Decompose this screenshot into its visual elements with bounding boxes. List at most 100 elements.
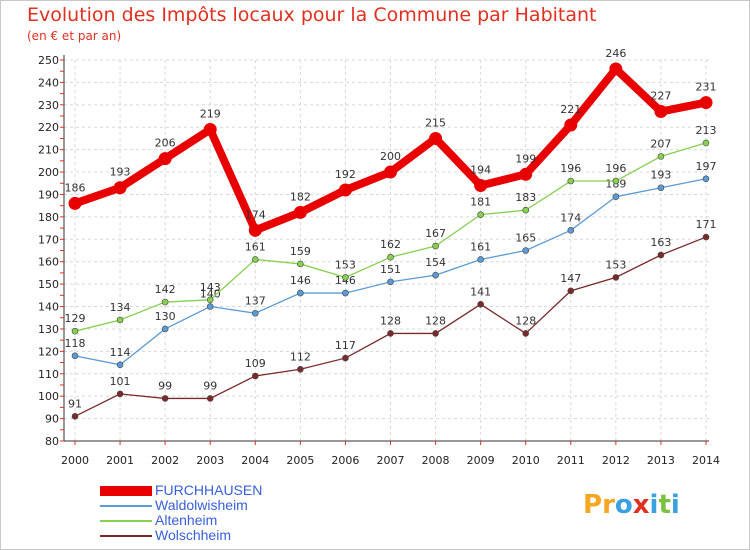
x-tick-label: 2000 — [61, 454, 89, 467]
data-point-wolschheim — [161, 395, 169, 402]
data-label-waldolwisheim: 151 — [380, 263, 401, 276]
data-point-wolschheim — [432, 330, 439, 337]
data-point-wolschheim — [251, 372, 259, 380]
y-tick-label: 140 — [38, 301, 59, 314]
data-point-wolschheim — [116, 390, 124, 398]
data-label-furchhausen: 231 — [696, 81, 717, 94]
data-label-furchhausen: 227 — [650, 90, 671, 103]
data-point-furchhausen — [203, 122, 217, 136]
logo-letter: i — [670, 490, 680, 520]
data-label-furchhausen: 221 — [560, 103, 581, 116]
data-label-waldolwisheim: 118 — [65, 337, 86, 350]
data-point-wolschheim — [342, 354, 349, 362]
data-label-furchhausen: 219 — [200, 107, 221, 120]
data-point-altenheim — [297, 260, 304, 268]
data-point-wolschheim — [477, 300, 484, 308]
x-tick-label: 2010 — [512, 454, 540, 467]
data-label-altenheim: 196 — [605, 162, 626, 175]
data-label-waldolwisheim: 197 — [696, 160, 717, 173]
legend-swatch-altenheim — [100, 520, 152, 522]
data-label-furchhausen: 215 — [425, 116, 446, 129]
data-label-altenheim: 213 — [696, 124, 717, 137]
y-tick-label: 200 — [38, 166, 59, 179]
y-tick-label: 150 — [38, 278, 59, 291]
logo-letter: t — [658, 490, 671, 520]
logo-letter: o — [614, 490, 633, 520]
data-label-wolschheim: 128 — [425, 314, 446, 327]
data-label-altenheim: 161 — [245, 240, 266, 253]
data-label-altenheim: 134 — [110, 301, 131, 314]
x-tick-label: 2008 — [422, 454, 450, 467]
data-point-altenheim — [251, 256, 259, 263]
data-label-waldolwisheim: 146 — [290, 274, 311, 287]
data-point-altenheim — [477, 211, 484, 218]
data-label-waldolwisheim: 161 — [470, 240, 491, 253]
data-point-wolschheim — [522, 330, 530, 337]
data-label-altenheim: 162 — [380, 238, 401, 251]
data-label-waldolwisheim: 137 — [245, 294, 266, 307]
data-point-altenheim — [657, 153, 665, 160]
data-point-furchhausen — [68, 196, 82, 210]
data-point-waldolwisheim — [161, 325, 169, 333]
y-tick-label: 210 — [38, 144, 59, 157]
data-label-wolschheim: 101 — [110, 375, 131, 388]
data-label-furchhausen: 194 — [470, 164, 491, 177]
y-tick-label: 190 — [38, 188, 59, 201]
data-point-altenheim — [432, 242, 439, 250]
data-label-wolschheim: 99 — [203, 379, 217, 392]
x-tick-label: 2009 — [467, 454, 495, 467]
data-point-wolschheim — [71, 413, 79, 420]
logo-letter: x — [632, 490, 650, 520]
data-point-waldolwisheim — [387, 278, 394, 286]
data-label-waldolwisheim: 154 — [425, 256, 446, 269]
data-label-furchhausen: 192 — [335, 168, 356, 181]
data-label-wolschheim: 112 — [290, 350, 311, 363]
data-label-altenheim: 153 — [335, 258, 356, 271]
data-point-waldolwisheim — [71, 352, 79, 360]
legend-label-furchhausen: FURCHHAUSEN — [155, 482, 263, 498]
data-point-wolschheim — [387, 330, 394, 337]
x-tick-label: 2005 — [286, 454, 314, 467]
x-tick-label: 2011 — [557, 454, 585, 467]
x-tick-label: 2007 — [377, 454, 405, 467]
data-label-furchhausen: 199 — [515, 152, 536, 165]
x-tick-label: 2004 — [241, 454, 269, 467]
y-tick-label: 80 — [45, 435, 59, 448]
data-point-altenheim — [161, 298, 169, 306]
data-point-waldolwisheim — [206, 303, 214, 310]
data-label-waldolwisheim: 140 — [200, 288, 221, 301]
data-label-altenheim: 129 — [65, 312, 86, 325]
data-point-waldolwisheim — [432, 271, 439, 279]
data-point-wolschheim — [206, 395, 214, 402]
data-point-wolschheim — [702, 233, 710, 241]
data-point-furchhausen — [248, 223, 262, 237]
data-label-wolschheim: 109 — [245, 357, 266, 370]
y-tick-label: 170 — [38, 233, 59, 246]
legend-label-waldolwisheim: Waldolwisheim — [155, 497, 248, 513]
data-label-wolschheim: 117 — [335, 339, 356, 352]
data-point-waldolwisheim — [522, 247, 530, 254]
data-point-furchhausen — [158, 152, 172, 166]
data-label-altenheim: 181 — [470, 196, 491, 209]
data-label-waldolwisheim: 165 — [515, 232, 536, 245]
data-point-waldolwisheim — [342, 289, 349, 297]
logo-letter: P — [583, 490, 603, 520]
data-label-wolschheim: 147 — [560, 272, 581, 285]
x-tick-label: 2002 — [151, 454, 179, 467]
data-point-furchhausen — [564, 118, 578, 132]
data-label-furchhausen: 174 — [245, 208, 266, 221]
data-label-wolschheim: 163 — [650, 236, 671, 249]
y-tick-label: 90 — [45, 413, 59, 426]
legend-swatch-waldolwisheim — [100, 505, 152, 507]
x-tick-label: 2014 — [692, 454, 720, 467]
data-label-wolschheim: 91 — [68, 397, 82, 410]
data-point-wolschheim — [657, 251, 665, 259]
data-point-waldolwisheim — [477, 256, 484, 263]
data-point-waldolwisheim — [567, 227, 575, 234]
data-label-wolschheim: 128 — [380, 314, 401, 327]
data-label-waldolwisheim: 193 — [650, 169, 671, 182]
data-point-waldolwisheim — [702, 175, 710, 183]
data-label-wolschheim: 141 — [470, 285, 491, 298]
x-tick-label: 2003 — [196, 454, 224, 467]
